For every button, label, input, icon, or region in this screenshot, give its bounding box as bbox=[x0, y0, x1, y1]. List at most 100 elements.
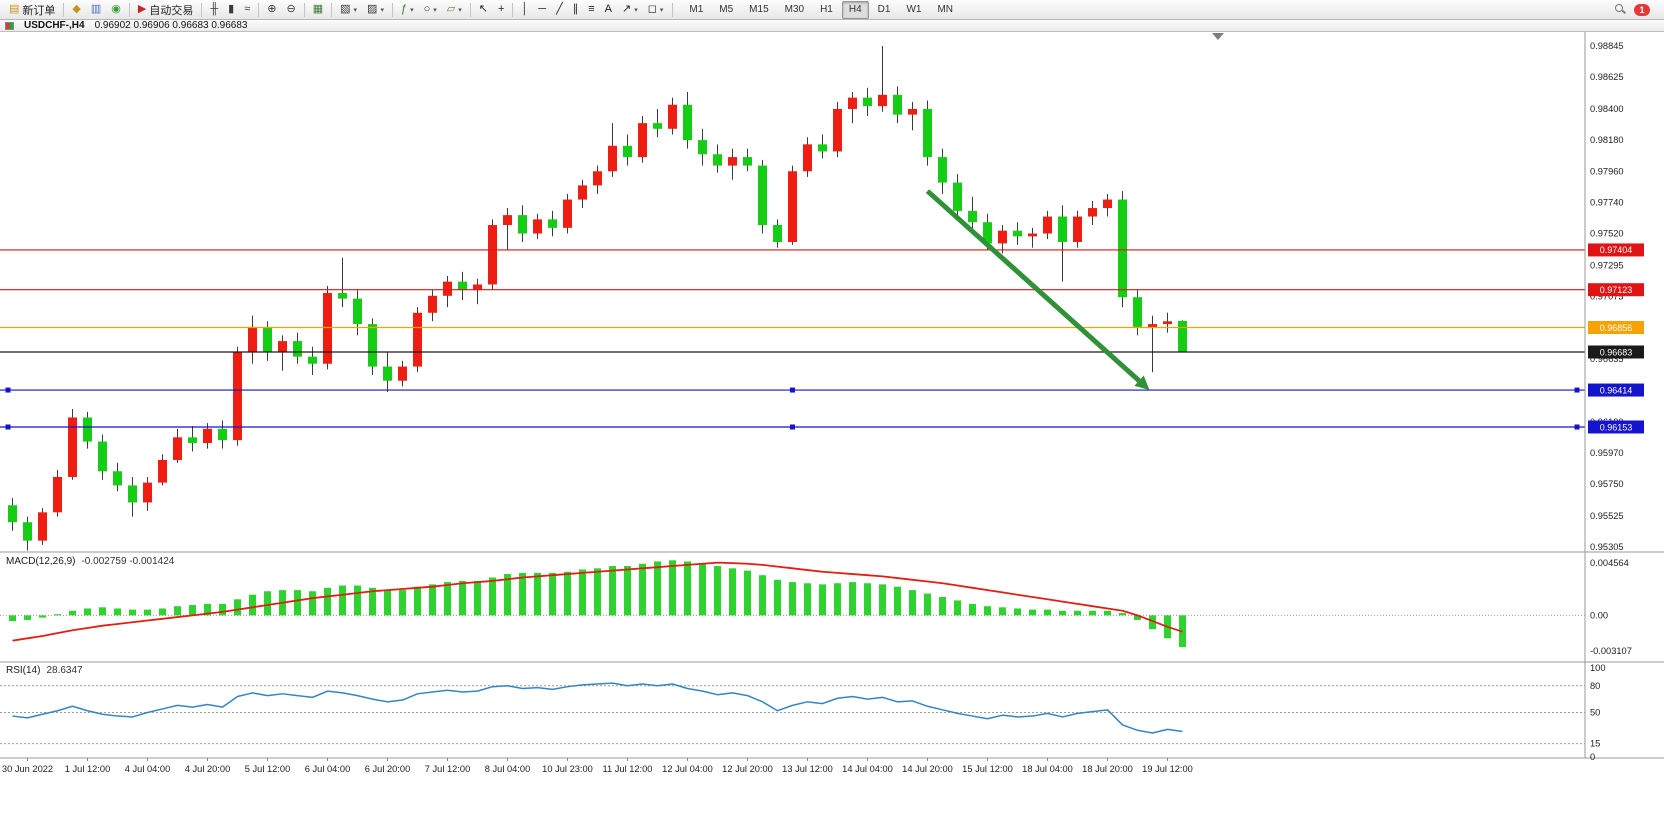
svg-text:15: 15 bbox=[1590, 739, 1600, 749]
tile-windows-icon: ▦ bbox=[312, 3, 324, 15]
toolbar-zoom-out-button[interactable]: ⊖ bbox=[281, 0, 300, 19]
timeframe-m1-button[interactable]: M1 bbox=[689, 3, 704, 15]
time-axis[interactable]: 30 Jun 2022 1 Jul 12:00 4 Jul 04:00 4 Jul 2… bbox=[2, 758, 1193, 774]
channel-tool-icon: ∥ bbox=[572, 3, 579, 15]
toolbar-profiles-button[interactable]: ▨ ▾ bbox=[362, 0, 389, 19]
templates-menu-icon: ▱ bbox=[446, 3, 456, 15]
new-order-label: 新订单 bbox=[22, 4, 56, 17]
toolbar-bar-chart-mode-button[interactable]: ╫ bbox=[205, 0, 223, 19]
hline-handles-0.96414[interactable] bbox=[5, 387, 1580, 393]
toolbar-cursor-tool-button[interactable]: ↖ bbox=[474, 0, 493, 19]
toolbar-depth-of-market-button[interactable]: ▥ bbox=[86, 0, 106, 19]
toolbar-trendline-tool-button[interactable]: ╱ bbox=[551, 0, 568, 19]
depth-of-market-icon: ▥ bbox=[90, 3, 102, 15]
svg-text:0.95970: 0.95970 bbox=[1590, 448, 1624, 458]
macd-indicator-label: MACD(12,26,9) -0.002759 -0.001424 bbox=[6, 556, 174, 567]
hline-price-labels: 0.97404 0.97123 0.96856 0.96683 0.96414 0.961… bbox=[1588, 243, 1644, 434]
new-chart-icon: ▧ bbox=[340, 3, 351, 15]
timeframe-d1-button[interactable]: D1 bbox=[877, 3, 891, 15]
rsi-line bbox=[12, 682, 1183, 734]
toolbar-templates-menu-button[interactable]: ▱ ▾ bbox=[442, 0, 467, 19]
toolbar-separator bbox=[63, 2, 65, 17]
timeframe-m30-button[interactable]: M30 bbox=[784, 3, 805, 15]
toolbar-indicators-list-button[interactable]: ƒ ▾ bbox=[396, 0, 419, 19]
svg-text:6 Jul 04:00: 6 Jul 04:00 bbox=[305, 764, 351, 774]
svg-text:100: 100 bbox=[1590, 663, 1606, 673]
mql-community-icon: ◉ bbox=[111, 3, 121, 15]
arrows-tool-icon: ↗ bbox=[621, 3, 632, 15]
cursor-tool-icon: ↖ bbox=[478, 3, 488, 15]
svg-text:0.96153: 0.96153 bbox=[1600, 422, 1633, 432]
notification-badge[interactable]: 1 bbox=[1634, 3, 1650, 16]
svg-text:0.97075: 0.97075 bbox=[1590, 292, 1624, 302]
rsi-value: 28.6347 bbox=[46, 665, 83, 676]
svg-text:6 Jul 20:00: 6 Jul 20:00 bbox=[365, 764, 411, 774]
shift-marker[interactable] bbox=[1212, 33, 1224, 40]
svg-text:4 Jul 20:00: 4 Jul 20:00 bbox=[185, 764, 231, 774]
timeframe-m5-button[interactable]: M5 bbox=[719, 3, 734, 15]
vertical-line-tool-icon: │ bbox=[521, 3, 529, 15]
timeframe-mn-button[interactable]: MN bbox=[937, 3, 954, 15]
svg-text:11 Jul 12:00: 11 Jul 12:00 bbox=[603, 764, 653, 774]
toolbar-new-chart-button[interactable]: ▧ ▾ bbox=[335, 0, 362, 19]
trend-arrow[interactable] bbox=[925, 189, 1150, 391]
toolbar-autotrading-button[interactable]: ▶ 自动交易 bbox=[133, 0, 198, 19]
autotrading-icon: ▶ bbox=[137, 3, 147, 15]
chart-ohlc-values: 0.96902 0.96906 0.96683 0.96683 bbox=[94, 20, 248, 31]
svg-text:50: 50 bbox=[1590, 708, 1600, 718]
timeframe-h1-button[interactable]: H1 bbox=[820, 3, 833, 15]
svg-text:0.97123: 0.97123 bbox=[1600, 285, 1633, 295]
svg-text:80: 80 bbox=[1590, 681, 1600, 691]
toolbar-arrows-tool-button[interactable]: ↗ ▾ bbox=[617, 0, 643, 19]
new-order-icon: ▤ bbox=[9, 3, 20, 15]
search-icon[interactable] bbox=[1615, 4, 1626, 15]
toolbar-shapes-tool-button[interactable]: ◻ ▾ bbox=[643, 0, 669, 19]
toolbar-channel-tool-button[interactable]: ∥ bbox=[568, 0, 584, 19]
macd-title: MACD(12,26,9) bbox=[6, 556, 76, 567]
crosshair-tool-icon: + bbox=[497, 3, 505, 15]
candlestick-mode-icon: ▮ bbox=[228, 3, 235, 15]
toolbar-text-tool-button[interactable]: A bbox=[600, 0, 617, 19]
toolbar-separator bbox=[201, 2, 203, 17]
toolbar-tile-windows-button[interactable]: ▦ bbox=[308, 0, 328, 19]
toolbar-mql-community-button[interactable]: ◉ bbox=[106, 0, 126, 19]
toolbar-vertical-line-tool-button[interactable]: │ bbox=[516, 0, 533, 19]
toolbar-line-chart-mode-button[interactable]: ≈ bbox=[239, 0, 255, 19]
autotrading-label: 自动交易 bbox=[149, 4, 194, 17]
chart-icon bbox=[5, 21, 14, 30]
rsi-level-lines bbox=[0, 685, 1585, 745]
toolbar-separator bbox=[258, 2, 260, 17]
svg-text:0.96683: 0.96683 bbox=[1600, 347, 1633, 357]
toolbar-separator bbox=[128, 2, 130, 17]
svg-text:7 Jul 12:00: 7 Jul 12:00 bbox=[425, 764, 471, 774]
hline-handles-0.96153[interactable] bbox=[5, 424, 1580, 430]
toolbar-separator bbox=[672, 2, 674, 17]
toolbar-separator bbox=[469, 2, 471, 17]
dropdown-caret-icon: ▾ bbox=[659, 6, 664, 14]
macd-signal-line bbox=[12, 561, 1183, 642]
timeframe-m15-button[interactable]: M15 bbox=[749, 3, 769, 15]
svg-text:0.98625: 0.98625 bbox=[1590, 72, 1624, 82]
text-tool-icon: A bbox=[604, 3, 612, 15]
dropdown-caret-icon: ▾ bbox=[634, 6, 638, 14]
toolbar-sound-alerts-button[interactable]: ◆ bbox=[67, 0, 85, 19]
period-menu-icon: ○ bbox=[423, 3, 431, 15]
timeframe-bar: M1 M5 M15 M30 H1 H4 D1 W1 MN bbox=[681, 0, 961, 19]
svg-text:10 Jul 23:00: 10 Jul 23:00 bbox=[542, 764, 593, 774]
toolbar-crosshair-tool-button[interactable]: + bbox=[493, 0, 509, 19]
svg-text:0.97404: 0.97404 bbox=[1600, 245, 1633, 255]
dropdown-caret-icon: ▾ bbox=[380, 6, 384, 14]
trendline-tool-icon: ╱ bbox=[556, 3, 563, 15]
svg-text:18 Jul 20:00: 18 Jul 20:00 bbox=[1082, 764, 1133, 774]
timeframe-h4-button[interactable]: H4 bbox=[841, 0, 869, 19]
svg-text:15 Jul 12:00: 15 Jul 12:00 bbox=[962, 764, 1013, 774]
toolbar-zoom-in-button[interactable]: ⊕ bbox=[262, 0, 281, 19]
toolbar-fibonacci-tool-button[interactable]: ≡ bbox=[583, 0, 599, 19]
toolbar-new-order-button[interactable]: ▤ 新订单 bbox=[4, 0, 60, 19]
toolbar-candlestick-mode-button[interactable]: ▮ bbox=[223, 0, 239, 19]
chart-svg[interactable]: 0.98845 0.98625 0.98400 0.98180 0.97960 0.977… bbox=[0, 32, 1664, 783]
toolbar-period-menu-button[interactable]: ○ ▾ bbox=[419, 0, 442, 19]
toolbar-horizontal-line-tool-button[interactable]: ─ bbox=[533, 0, 551, 19]
timeframe-w1-button[interactable]: W1 bbox=[906, 3, 922, 15]
